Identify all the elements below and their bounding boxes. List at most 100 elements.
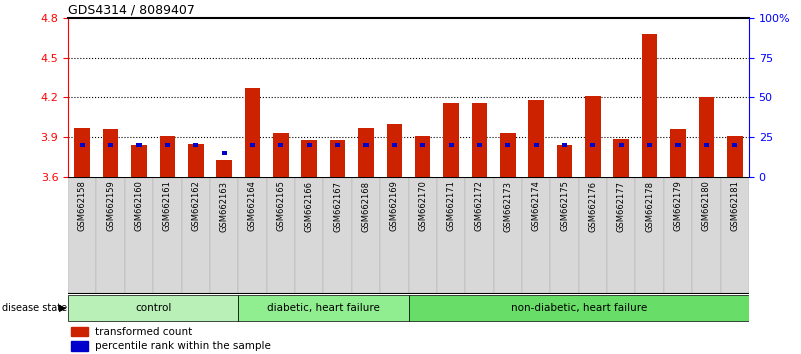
Bar <box>159 136 175 177</box>
Bar <box>74 128 90 177</box>
Bar <box>635 177 664 294</box>
Bar <box>380 177 409 294</box>
Bar <box>295 177 324 294</box>
Bar <box>188 144 203 177</box>
Bar <box>465 177 493 294</box>
Text: GSM662174: GSM662174 <box>532 181 541 232</box>
Text: GSM662164: GSM662164 <box>248 181 257 232</box>
Bar <box>80 143 85 148</box>
Bar <box>449 143 453 148</box>
Bar <box>216 160 232 177</box>
Text: GDS4314 / 8089407: GDS4314 / 8089407 <box>68 4 195 17</box>
Bar <box>664 177 692 294</box>
Bar <box>330 140 345 177</box>
Bar <box>607 177 635 294</box>
Bar <box>222 151 227 155</box>
Bar <box>136 143 142 148</box>
Bar <box>557 145 573 177</box>
Bar <box>550 177 578 294</box>
Bar <box>732 143 737 148</box>
Bar <box>437 177 465 294</box>
Bar <box>562 143 567 148</box>
Text: GSM662180: GSM662180 <box>702 181 710 232</box>
Text: GSM662173: GSM662173 <box>503 181 513 232</box>
Bar <box>210 177 239 294</box>
Bar <box>675 143 681 148</box>
Bar <box>301 140 317 177</box>
Bar <box>335 143 340 148</box>
Bar <box>103 129 119 177</box>
Bar <box>278 143 284 148</box>
Text: ▶: ▶ <box>58 303 66 313</box>
Text: disease state: disease state <box>2 303 66 313</box>
Text: GSM662175: GSM662175 <box>560 181 569 232</box>
Bar <box>500 133 516 177</box>
Bar <box>125 177 153 294</box>
Text: GSM662165: GSM662165 <box>276 181 285 232</box>
Text: GSM662179: GSM662179 <box>674 181 682 232</box>
Bar <box>670 129 686 177</box>
Bar <box>392 143 396 148</box>
Text: GSM662162: GSM662162 <box>191 181 200 232</box>
Text: GSM662171: GSM662171 <box>447 181 456 232</box>
Bar <box>244 88 260 177</box>
Text: GSM662178: GSM662178 <box>645 181 654 232</box>
Bar <box>364 143 368 148</box>
Bar <box>68 295 239 321</box>
Bar <box>409 295 749 321</box>
Bar <box>493 177 522 294</box>
Bar <box>71 341 88 351</box>
Bar <box>647 143 652 148</box>
Bar <box>727 136 743 177</box>
Text: transformed count: transformed count <box>95 327 192 337</box>
Bar <box>642 34 658 177</box>
Text: non-diabetic, heart failure: non-diabetic, heart failure <box>510 303 647 313</box>
Bar <box>68 177 96 294</box>
Text: GSM662169: GSM662169 <box>390 181 399 232</box>
Bar <box>585 96 601 177</box>
Bar <box>698 97 714 177</box>
Bar <box>477 143 482 148</box>
Bar <box>96 177 125 294</box>
Text: GSM662158: GSM662158 <box>78 181 87 232</box>
Bar <box>387 124 402 177</box>
Bar <box>267 177 295 294</box>
Bar <box>182 177 210 294</box>
Bar <box>358 128 374 177</box>
Bar <box>250 143 255 148</box>
Text: GSM662159: GSM662159 <box>107 181 115 231</box>
Text: control: control <box>135 303 171 313</box>
Text: GSM662160: GSM662160 <box>135 181 143 232</box>
Bar <box>704 143 709 148</box>
Bar <box>307 143 312 148</box>
Text: GSM662177: GSM662177 <box>617 181 626 232</box>
Bar <box>193 143 199 148</box>
Bar <box>721 177 749 294</box>
Text: GSM662163: GSM662163 <box>219 181 228 232</box>
Bar <box>273 133 288 177</box>
Bar <box>71 327 88 336</box>
Text: GSM662161: GSM662161 <box>163 181 172 232</box>
Bar <box>505 143 510 148</box>
Text: GSM662167: GSM662167 <box>333 181 342 232</box>
Bar <box>239 177 267 294</box>
Bar <box>415 136 430 177</box>
Bar <box>153 177 182 294</box>
Bar <box>614 138 629 177</box>
Bar <box>472 103 487 177</box>
Bar <box>529 100 544 177</box>
Text: percentile rank within the sample: percentile rank within the sample <box>95 341 271 351</box>
Text: GSM662168: GSM662168 <box>361 181 370 232</box>
Text: GSM662166: GSM662166 <box>304 181 314 232</box>
Bar <box>352 177 380 294</box>
Bar <box>522 177 550 294</box>
Bar <box>692 177 721 294</box>
Bar <box>165 143 170 148</box>
Text: GSM662172: GSM662172 <box>475 181 484 232</box>
Text: diabetic, heart failure: diabetic, heart failure <box>267 303 380 313</box>
Bar <box>324 177 352 294</box>
Bar <box>590 143 595 148</box>
Bar <box>618 143 624 148</box>
Bar <box>421 143 425 148</box>
Bar <box>409 177 437 294</box>
